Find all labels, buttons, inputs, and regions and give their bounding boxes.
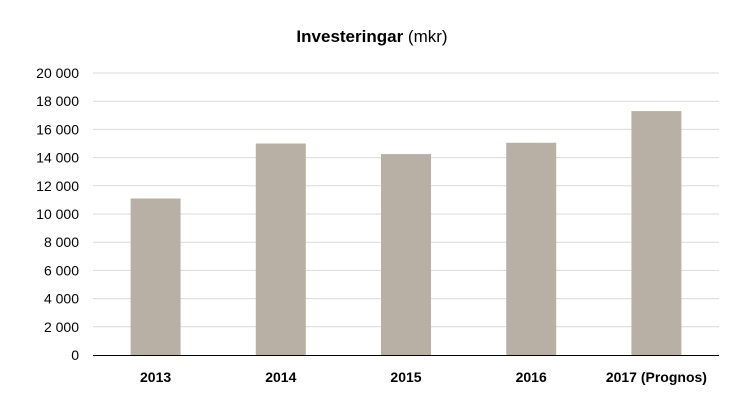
bars — [130, 111, 682, 355]
chart-title-unit: (mkr) — [407, 27, 448, 46]
bar-2017-prognos — [631, 111, 682, 355]
y-tick-label: 20 000 — [36, 65, 79, 81]
x-tick-label: 2016 — [516, 369, 547, 385]
bar-2013 — [130, 198, 181, 355]
y-tick-label: 12 000 — [36, 178, 79, 194]
y-tick-label: 18 000 — [36, 93, 79, 109]
chart-title-text: Investeringar — [296, 27, 404, 46]
y-axis-ticks: 0 2 000 4 000 6 000 8 000 10 000 12 000 14 000 1… — [36, 65, 79, 363]
y-tick-label: 14 000 — [36, 150, 79, 166]
x-tick-label: 2014 — [265, 369, 296, 385]
y-tick-label: 8 000 — [44, 234, 79, 250]
x-axis-ticks: 2013 2014 2015 2016 2017 (Prognos) — [140, 369, 707, 385]
y-tick-label: 6 000 — [44, 262, 79, 278]
y-tick-label: 10 000 — [36, 206, 79, 222]
y-tick-label: 4 000 — [44, 291, 79, 307]
y-tick-label: 2 000 — [44, 319, 79, 335]
bar-2015 — [381, 154, 431, 355]
chart-title: Investeringar (mkr) — [0, 27, 744, 47]
y-tick-label: 16 000 — [36, 121, 79, 137]
x-tick-label: 2013 — [140, 369, 171, 385]
x-tick-label: 2017 (Prognos) — [606, 369, 707, 385]
x-tick-label: 2015 — [390, 369, 421, 385]
bar-2014 — [255, 143, 306, 355]
bar-2016 — [506, 142, 557, 355]
y-tick-label: 0 — [71, 347, 79, 363]
